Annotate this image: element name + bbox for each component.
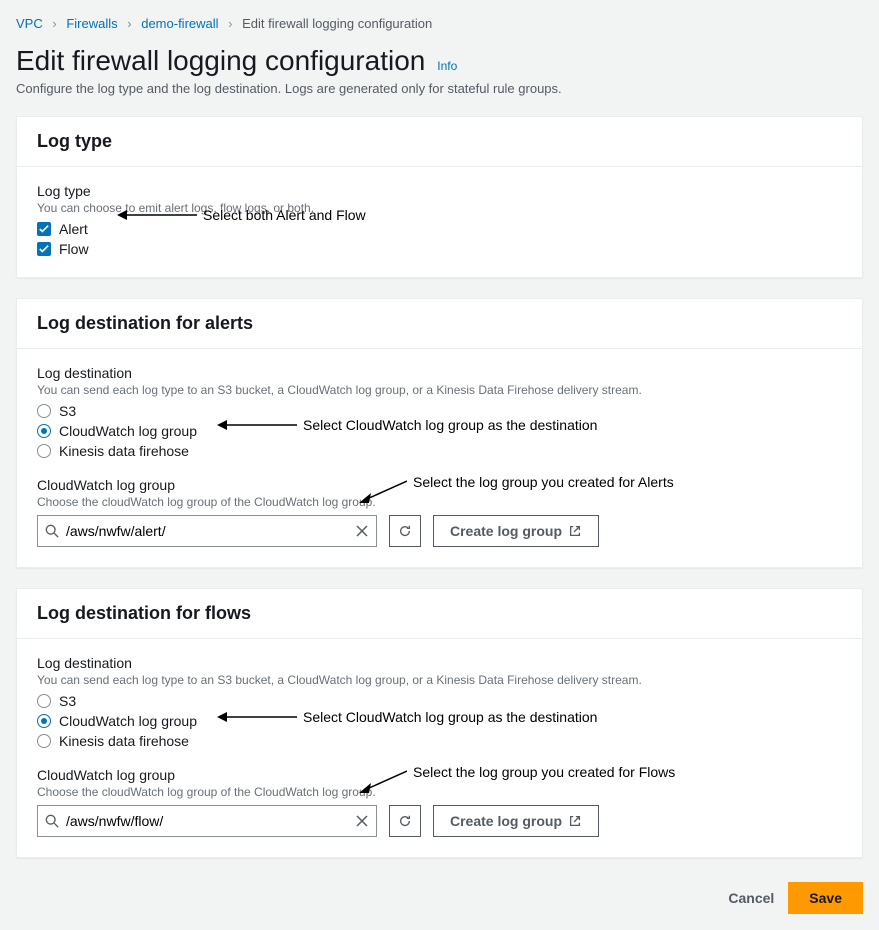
radio-flows-s3-label: S3	[59, 693, 76, 709]
alerts-cw-hint: Choose the cloudWatch log group of the C…	[37, 495, 842, 509]
radio-flows-s3[interactable]	[37, 694, 51, 708]
alerts-log-group-input[interactable]	[66, 516, 348, 546]
breadcrumb-current: Edit firewall logging configuration	[242, 16, 432, 31]
checkbox-alert[interactable]	[37, 222, 51, 236]
radio-flows-cloudwatch-label: CloudWatch log group	[59, 713, 197, 729]
checkbox-alert-label: Alert	[59, 221, 88, 237]
save-button[interactable]: Save	[788, 882, 863, 914]
search-icon	[38, 524, 66, 538]
logtype-label: Log type	[37, 183, 842, 199]
cancel-button[interactable]: Cancel	[728, 890, 774, 906]
check-icon	[39, 244, 49, 254]
alerts-log-group-search[interactable]	[37, 515, 377, 547]
page-title: Edit firewall logging configuration	[16, 45, 425, 77]
refresh-button[interactable]	[389, 805, 421, 837]
flows-cw-label: CloudWatch log group	[37, 767, 842, 783]
breadcrumb-vpc[interactable]: VPC	[16, 16, 43, 31]
radio-alerts-kinesis[interactable]	[37, 444, 51, 458]
refresh-button[interactable]	[389, 515, 421, 547]
clear-icon[interactable]	[348, 525, 376, 537]
page-header: Edit firewall logging configuration Info	[16, 45, 863, 81]
external-link-icon	[568, 524, 582, 538]
alerts-cw-label: CloudWatch log group	[37, 477, 842, 493]
refresh-icon	[398, 524, 412, 538]
create-log-group-button[interactable]: Create log group	[433, 515, 599, 547]
radio-alerts-kinesis-label: Kinesis data firehose	[59, 443, 189, 459]
flows-dest-hint: You can send each log type to an S3 buck…	[37, 673, 842, 687]
checkbox-flow-label: Flow	[59, 241, 89, 257]
create-log-group-label: Create log group	[450, 523, 562, 539]
radio-alerts-cloudwatch[interactable]	[37, 424, 51, 438]
radio-alerts-cloudwatch-label: CloudWatch log group	[59, 423, 197, 439]
breadcrumb-demo-firewall[interactable]: demo-firewall	[141, 16, 218, 31]
chevron-right-icon: ›	[127, 16, 131, 31]
logtype-hint: You can choose to emit alert logs, flow …	[37, 201, 842, 215]
checkbox-flow[interactable]	[37, 242, 51, 256]
clear-icon[interactable]	[348, 815, 376, 827]
flows-dest-label: Log destination	[37, 655, 842, 671]
radio-alerts-s3-label: S3	[59, 403, 76, 419]
flows-log-group-input[interactable]	[66, 806, 348, 836]
create-log-group-label: Create log group	[450, 813, 562, 829]
alerts-dest-hint: You can send each log type to an S3 buck…	[37, 383, 842, 397]
radio-alerts-s3[interactable]	[37, 404, 51, 418]
panel-title-log-type: Log type	[17, 117, 862, 167]
radio-flows-kinesis[interactable]	[37, 734, 51, 748]
search-icon	[38, 814, 66, 828]
panel-title-alerts: Log destination for alerts	[17, 299, 862, 349]
breadcrumb-firewalls[interactable]: Firewalls	[66, 16, 117, 31]
page-subtitle: Configure the log type and the log desti…	[16, 81, 863, 96]
footer: Cancel Save	[16, 878, 863, 914]
flows-cw-hint: Choose the cloudWatch log group of the C…	[37, 785, 842, 799]
check-icon	[39, 224, 49, 234]
panel-title-flows: Log destination for flows	[17, 589, 862, 639]
radio-flows-kinesis-label: Kinesis data firehose	[59, 733, 189, 749]
breadcrumb: VPC › Firewalls › demo-firewall › Edit f…	[16, 16, 863, 31]
panel-log-type: Log type Log type You can choose to emit…	[16, 116, 863, 278]
radio-flows-cloudwatch[interactable]	[37, 714, 51, 728]
create-log-group-button[interactable]: Create log group	[433, 805, 599, 837]
info-link[interactable]: Info	[437, 59, 457, 73]
panel-flows: Log destination for flows Log destinatio…	[16, 588, 863, 858]
flows-log-group-search[interactable]	[37, 805, 377, 837]
alerts-dest-label: Log destination	[37, 365, 842, 381]
chevron-right-icon: ›	[52, 16, 56, 31]
external-link-icon	[568, 814, 582, 828]
chevron-right-icon: ›	[228, 16, 232, 31]
refresh-icon	[398, 814, 412, 828]
panel-alerts: Log destination for alerts Log destinati…	[16, 298, 863, 568]
